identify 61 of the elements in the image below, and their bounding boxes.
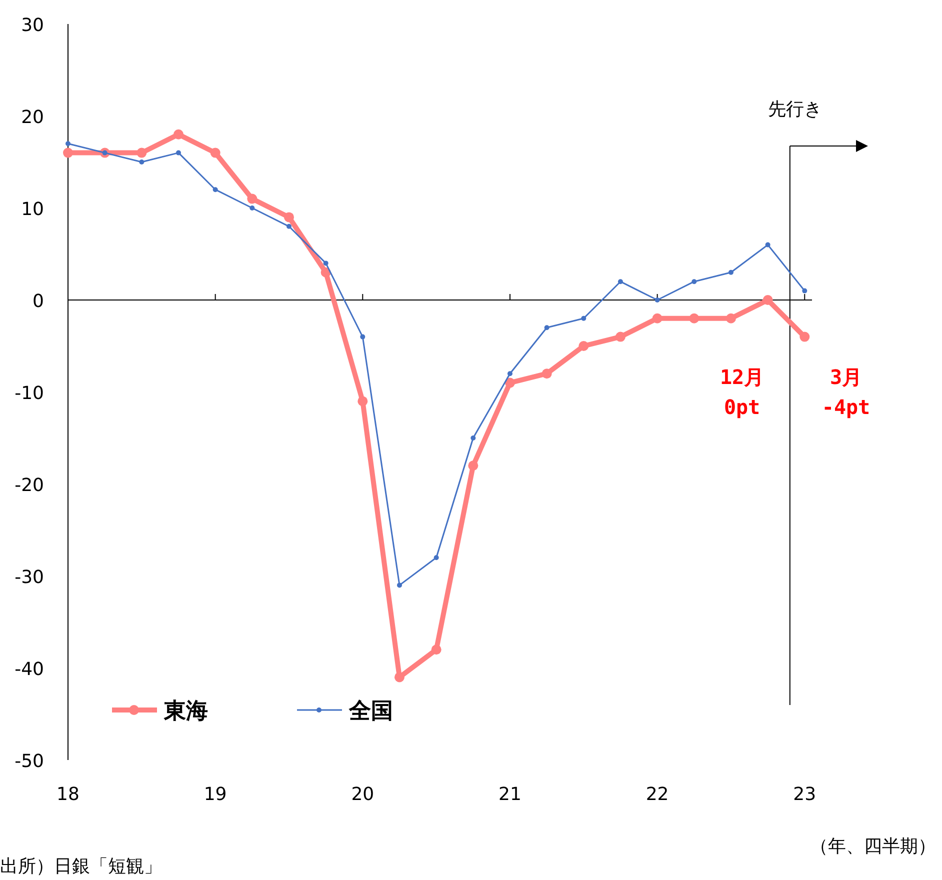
y-tick-label: 0 [32,291,44,312]
point [250,206,255,210]
point [542,368,552,379]
point [396,582,402,588]
point [210,148,220,158]
point [762,295,773,305]
x-tick-label: 20 [351,784,374,805]
point [173,129,184,140]
point [431,644,442,655]
point [323,260,328,266]
text: 出所）日銀「短観」 [0,856,162,877]
point [507,371,512,376]
point [139,160,144,164]
ref-line-label: 先行き [768,99,822,120]
x-tick-label: 18 [56,784,80,805]
annotation: 12月 0pt [720,365,764,419]
point [618,279,623,284]
point [247,194,258,204]
point [728,270,734,275]
point [176,150,181,156]
x-tick-label: 19 [204,784,227,805]
point [284,212,294,222]
y-tick-label: -20 [14,475,44,496]
y-tick-label: 30 [21,15,44,36]
point [358,396,368,406]
y-tick-label: -10 [14,383,44,404]
point [654,298,660,302]
point [434,555,439,560]
point [470,436,476,440]
y-tick-label: -50 [14,751,44,772]
point [360,334,366,340]
point [212,187,218,192]
point [136,148,147,158]
point [802,288,808,294]
point [689,313,700,324]
point [581,316,586,321]
point [692,279,697,284]
x-tick-label: 23 [793,784,816,805]
point [468,460,478,471]
point [578,341,589,351]
point [66,141,70,146]
point [286,224,292,229]
y-tick-label: 20 [21,107,44,128]
point [652,313,662,324]
point [544,325,550,330]
point [800,332,810,342]
y-tick-label: -40 [14,659,44,680]
point [615,332,626,342]
y-tick-label: 10 [21,199,44,220]
x-axis-title: （年、四半期） [810,836,936,857]
y-tick-label: -30 [14,567,44,588]
point [765,242,770,248]
point [63,148,73,158]
legend-label: 東海 [163,699,208,724]
text: 3月 -4pt [822,365,870,419]
point [726,313,736,324]
x-tick-label: 22 [646,784,669,805]
x-tick-label: 21 [498,784,522,805]
point [394,672,404,682]
legend-label: 全国 [348,699,393,724]
point [504,378,515,388]
